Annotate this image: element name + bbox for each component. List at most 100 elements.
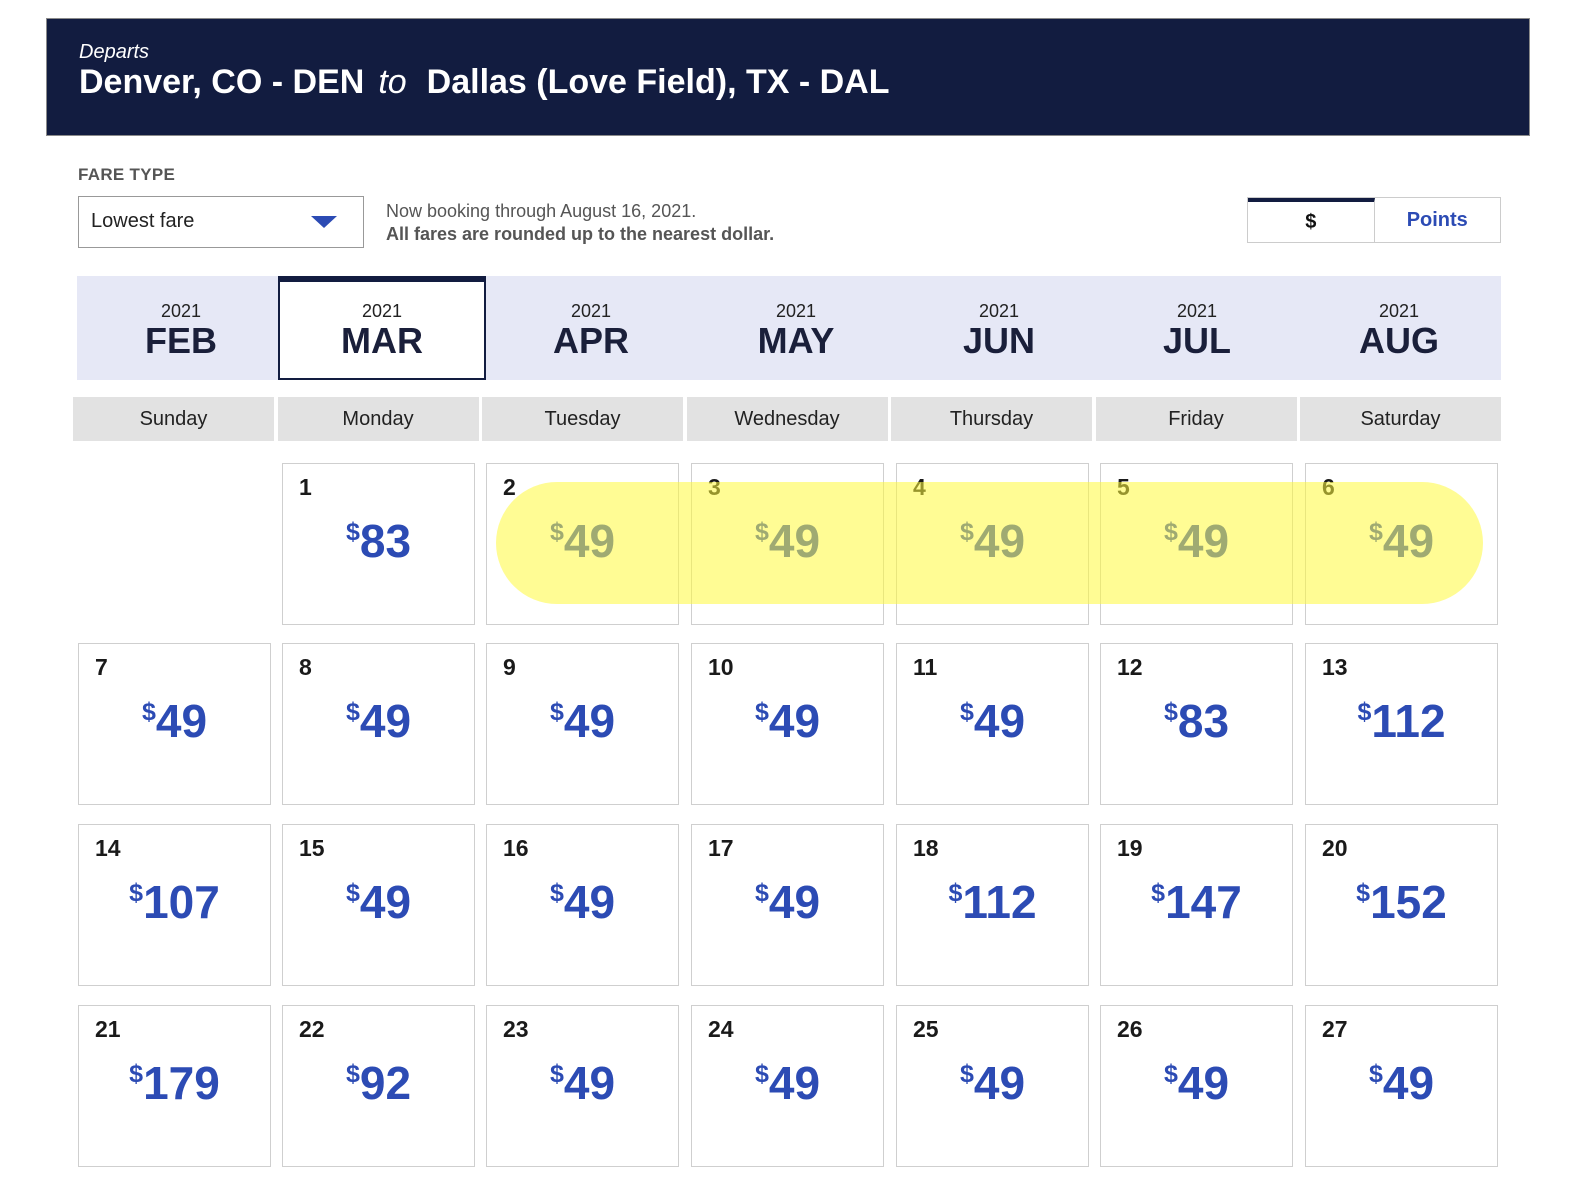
weekday-monday: Monday [277, 397, 479, 441]
calendar-day-cell[interactable]: 4 $49 [896, 463, 1089, 625]
currency-symbol: $ [1356, 879, 1371, 907]
calendar-day-cell[interactable]: 26 $49 [1100, 1005, 1293, 1167]
calendar-day-cell[interactable]: 9 $49 [486, 643, 679, 805]
day-number: 23 [503, 1016, 529, 1042]
fare-amount: 49 [1382, 1057, 1435, 1109]
calendar-day-cell[interactable]: 6 $49 [1305, 463, 1498, 625]
calendar-day-cell[interactable]: 24 $49 [691, 1005, 884, 1167]
fare-price: $49 [692, 875, 883, 929]
month-tab-jun[interactable]: 2021 JUN [895, 276, 1103, 380]
month-tab-year: 2021 [775, 301, 817, 321]
calendar-day-cell[interactable]: 11 $49 [896, 643, 1089, 805]
weekday-header: Sunday Monday Tuesday Wednesday Thursday Frid… [73, 397, 1503, 441]
fare-price: $152 [1306, 875, 1497, 929]
calendar-day-cell[interactable]: 16 $49 [486, 824, 679, 986]
currency-symbol: $ [549, 698, 564, 726]
points-toggle-button[interactable]: Points [1406, 208, 1468, 231]
weekday-tuesday: Tuesday [482, 397, 683, 441]
fare-price: $49 [692, 1056, 883, 1110]
calendar-day-cell[interactable]: 5 $49 [1100, 463, 1293, 625]
calendar-day-cell[interactable]: 17 $49 [691, 824, 884, 986]
day-number: 1 [299, 474, 312, 500]
month-tab-year: 2021 [570, 301, 612, 321]
chevron-down-icon [311, 216, 337, 228]
fare-amount: 49 [973, 515, 1026, 567]
calendar-day-cell[interactable]: 23 $49 [486, 1005, 679, 1167]
fare-price: $49 [897, 1056, 1088, 1110]
rounding-note: All fares are rounded up to the nearest … [386, 224, 775, 244]
month-tab-name: MAY [757, 320, 835, 361]
fare-amount: 107 [143, 876, 220, 928]
month-tab-mar[interactable]: 2021 MAR [278, 276, 486, 380]
month-tab-feb[interactable]: 2021 FEB [77, 276, 285, 380]
month-tab-name: AUG [1359, 320, 1439, 361]
calendar-day-cell[interactable]: 12 $83 [1100, 643, 1293, 805]
destination-city: Dallas (Love Field), TX - DAL [426, 63, 890, 101]
fare-amount: 83 [1177, 695, 1230, 747]
calendar-day-cell[interactable]: 1 $83 [282, 463, 475, 625]
fare-amount: 49 [973, 695, 1026, 747]
fare-type-dropdown[interactable]: Lowest fare [78, 196, 364, 248]
fare-price: $112 [1306, 694, 1497, 748]
currency-symbol: $ [345, 1060, 360, 1088]
currency-toggle: $ Points [1247, 197, 1501, 243]
calendar-day-cell[interactable]: 15 $49 [282, 824, 475, 986]
calendar-day-cell[interactable]: 20 $152 [1305, 824, 1498, 986]
route-banner: Departs Denver, CO - DEN to Dallas (Love F… [46, 18, 1530, 136]
origin-city: Denver, CO - DEN [79, 63, 365, 101]
calendar-day-cell[interactable]: 25 $49 [896, 1005, 1089, 1167]
calendar-day-cell[interactable]: 22 $92 [282, 1005, 475, 1167]
weekday-friday: Friday [1095, 397, 1297, 441]
calendar-day-cell[interactable]: 10 $49 [691, 643, 884, 805]
calendar-day-cell[interactable]: 3 $49 [691, 463, 884, 625]
month-tab-apr[interactable]: 2021 APR [487, 276, 695, 380]
day-number: 19 [1117, 835, 1143, 861]
fare-amount: 49 [359, 695, 412, 747]
day-number: 17 [708, 835, 734, 861]
calendar-day-cell[interactable]: 19 $147 [1100, 824, 1293, 986]
currency-symbol: $ [345, 879, 360, 907]
currency-symbol: $ [959, 698, 974, 726]
month-tabs: 2021 FEB 2021 MAR 2021 APR 2021 MAY 2021 JUN 2021 J… [77, 276, 1501, 380]
currency-symbol: $ [345, 518, 360, 546]
month-tab-jul[interactable]: 2021 JUL [1093, 276, 1301, 380]
fare-amount: 49 [359, 876, 412, 928]
month-tab-name: MAR [341, 320, 423, 361]
fare-price: $83 [283, 514, 474, 568]
calendar-day-cell[interactable]: 18 $112 [896, 824, 1089, 986]
calendar-day-cell[interactable]: 27 $49 [1305, 1005, 1498, 1167]
fare-amount: 49 [563, 695, 616, 747]
calendar-day-cell[interactable]: 7 $49 [78, 643, 271, 805]
month-tab-may[interactable]: 2021 MAY [692, 276, 900, 380]
route-title: Denver, CO - DEN to Dallas (Love Field), T… [79, 63, 890, 102]
calendar-day-cell[interactable]: 2 $49 [486, 463, 679, 625]
calendar-day-cell[interactable]: 8 $49 [282, 643, 475, 805]
fare-price: $112 [897, 875, 1088, 929]
fare-amount: 92 [359, 1057, 412, 1109]
currency-symbol: $ [1368, 1060, 1383, 1088]
day-number: 18 [913, 835, 939, 861]
day-number: 9 [503, 654, 516, 680]
day-number: 3 [708, 474, 721, 500]
fare-price: $49 [897, 694, 1088, 748]
day-number: 8 [299, 654, 312, 680]
fare-price: $49 [1306, 1056, 1497, 1110]
fare-type-label: FARE TYPE [78, 165, 176, 184]
month-tab-name: JUN [962, 320, 1036, 361]
day-number: 22 [299, 1016, 325, 1042]
month-tab-year: 2021 [1378, 301, 1420, 321]
fare-amount: 49 [768, 515, 821, 567]
fare-price: $49 [487, 514, 678, 568]
fare-amount: 49 [563, 515, 616, 567]
calendar-day-cell[interactable]: 13 $112 [1305, 643, 1498, 805]
month-tab-aug[interactable]: 2021 AUG [1295, 276, 1503, 380]
fare-amount: 49 [155, 695, 208, 747]
booking-through-text: Now booking through August 16, 2021. [386, 201, 697, 221]
dollar-toggle-button[interactable]: $ [1248, 198, 1375, 242]
fare-price: $49 [487, 694, 678, 748]
calendar-day-cell[interactable]: 21 $179 [78, 1005, 271, 1167]
currency-symbol: $ [1368, 518, 1383, 546]
calendar-day-cell[interactable]: 14 $107 [78, 824, 271, 986]
fare-price: $179 [79, 1056, 270, 1110]
fare-price: $49 [692, 514, 883, 568]
